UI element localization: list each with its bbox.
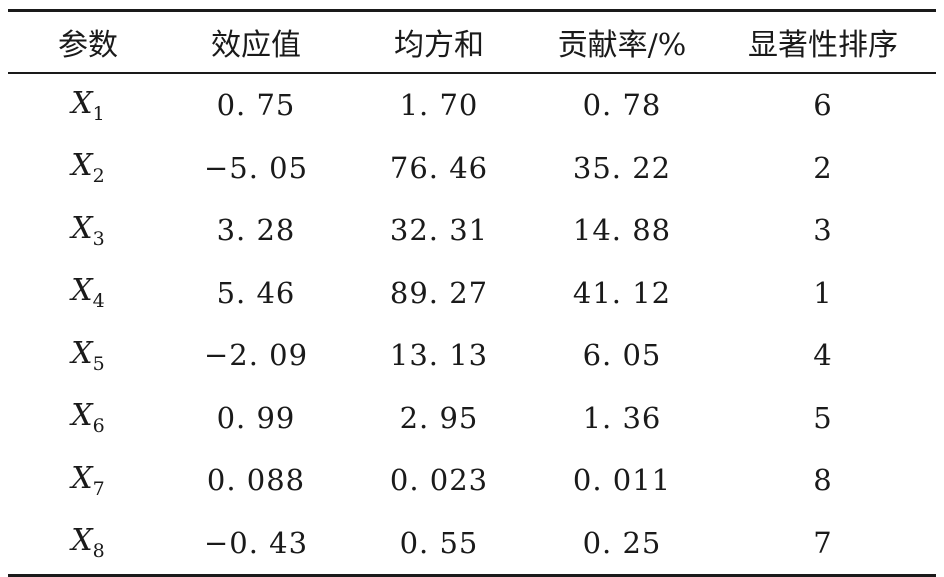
table-row: X8 −0. 43 0. 55 0. 25 7: [8, 512, 936, 576]
parameter-subscript: 5: [92, 352, 105, 375]
mean-square-cell: 2. 95: [399, 400, 479, 435]
effect-value-cell: 5. 46: [216, 275, 296, 310]
rank-cell: 5: [813, 400, 833, 435]
parameter-subscript: 2: [92, 165, 105, 188]
table-row: X1 0. 75 1. 70 0. 78 6: [8, 73, 936, 137]
contribution-cell: 0. 011: [572, 463, 672, 498]
header-effect-value: 效应值: [211, 28, 301, 63]
parameter-cell: X1: [8, 73, 168, 137]
parameter-subscript: 4: [92, 290, 105, 313]
rank-cell: 6: [813, 88, 833, 123]
rank-cell: 2: [813, 150, 833, 185]
effect-value-cell: 0. 75: [216, 88, 296, 123]
effect-value-cell: 0. 088: [206, 463, 306, 498]
table-row: X6 0. 99 2. 95 1. 36 5: [8, 387, 936, 450]
header-contribution-rate: 贡献率/%: [557, 28, 687, 63]
parameter-symbol: X: [71, 210, 93, 246]
header-parameter: 参数: [58, 28, 118, 63]
mean-square-cell: 13. 13: [389, 338, 489, 373]
parameter-symbol: X: [71, 460, 93, 496]
mean-square-cell: 89. 27: [389, 275, 489, 310]
parameter-cell: X5: [8, 324, 168, 387]
header-mean-square: 均方和: [394, 28, 484, 63]
contribution-cell: 41. 12: [572, 275, 672, 310]
rank-cell: 4: [813, 338, 833, 373]
effect-value-cell: −2. 09: [203, 338, 309, 373]
rank-cell: 3: [813, 213, 833, 248]
parameter-significance-table-container: 参数 效应值 均方和 贡献率/% 显著性排序 X1 0. 75 1. 70 0.…: [8, 9, 936, 577]
parameter-subscript: 3: [92, 227, 105, 250]
mean-square-cell: 32. 31: [389, 213, 489, 248]
table-row: X2 −5. 05 76. 46 35. 22 2: [8, 137, 936, 200]
table-row: X3 3. 28 32. 31 14. 88 3: [8, 199, 936, 262]
parameter-cell: X3: [8, 199, 168, 262]
effect-value-cell: −0. 43: [203, 525, 309, 560]
parameter-subscript: 7: [92, 477, 105, 500]
contribution-cell: 0. 25: [582, 525, 662, 560]
parameter-significance-table: 参数 效应值 均方和 贡献率/% 显著性排序 X1 0. 75 1. 70 0.…: [8, 9, 936, 577]
parameter-symbol: X: [71, 273, 93, 309]
parameter-cell: X8: [8, 512, 168, 576]
effect-value-cell: 0. 99: [216, 400, 296, 435]
table-header: 参数 效应值 均方和 贡献率/% 显著性排序: [8, 10, 936, 73]
table-row: X4 5. 46 89. 27 41. 12 1: [8, 262, 936, 325]
parameter-cell: X2: [8, 137, 168, 200]
rank-cell: 8: [813, 463, 833, 498]
parameter-subscript: 8: [92, 540, 105, 563]
rank-cell: 7: [813, 525, 833, 560]
mean-square-cell: 0. 55: [399, 525, 479, 560]
contribution-cell: 1. 36: [582, 400, 662, 435]
effect-value-cell: 3. 28: [216, 213, 296, 248]
parameter-cell: X6: [8, 387, 168, 450]
contribution-cell: 0. 78: [582, 88, 662, 123]
parameter-symbol: X: [71, 148, 93, 184]
parameter-cell: X7: [8, 449, 168, 512]
parameter-subscript: 6: [92, 415, 105, 438]
mean-square-cell: 1. 70: [399, 88, 479, 123]
parameter-symbol: X: [71, 85, 93, 121]
parameter-symbol: X: [71, 523, 93, 559]
parameter-symbol: X: [71, 398, 93, 434]
effect-value-cell: −5. 05: [203, 150, 309, 185]
parameter-cell: X4: [8, 262, 168, 325]
table-row: X7 0. 088 0. 023 0. 011 8: [8, 449, 936, 512]
rank-cell: 1: [813, 275, 833, 310]
header-row: 参数 效应值 均方和 贡献率/% 显著性排序: [8, 10, 936, 73]
header-significance-rank: 显著性排序: [748, 28, 898, 63]
table-row: X5 −2. 09 13. 13 6. 05 4: [8, 324, 936, 387]
parameter-subscript: 1: [92, 102, 105, 125]
mean-square-cell: 76. 46: [389, 150, 489, 185]
mean-square-cell: 0. 023: [389, 463, 489, 498]
contribution-cell: 6. 05: [582, 338, 662, 373]
table-body: X1 0. 75 1. 70 0. 78 6 X2 −5. 05 76. 46 …: [8, 73, 936, 576]
parameter-symbol: X: [71, 335, 93, 371]
contribution-cell: 14. 88: [572, 213, 672, 248]
contribution-cell: 35. 22: [572, 150, 672, 185]
